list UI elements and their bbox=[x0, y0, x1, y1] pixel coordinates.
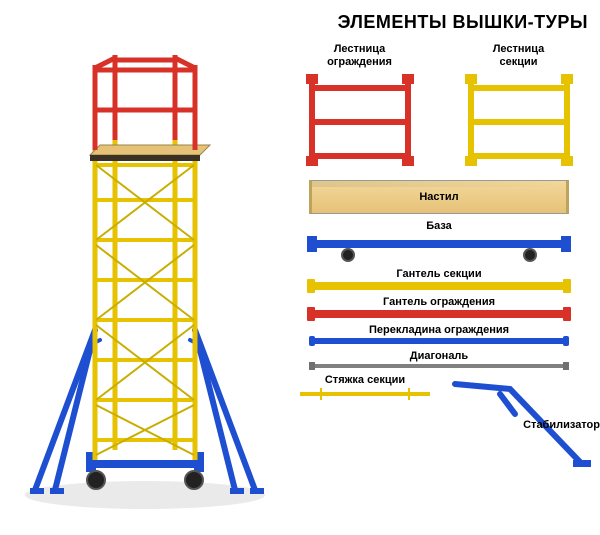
main-title: ЭЛЕМЕНТЫ ВЫШКИ-ТУРЫ bbox=[290, 12, 588, 33]
section-tie-icon bbox=[300, 388, 430, 400]
section-dumbbell-label: Гантель секции bbox=[290, 268, 588, 280]
section-ladder-icon bbox=[459, 72, 579, 167]
guard-crossbar-label: Перекладина ограждения bbox=[290, 324, 588, 336]
component-guard-dumbbell: Гантель ограждения bbox=[290, 296, 588, 318]
diagonal-label: Диагональ bbox=[290, 350, 588, 362]
base-icon bbox=[309, 234, 569, 262]
component-section-dumbbell: Гантель секции bbox=[290, 268, 588, 290]
deck-icon: Настил bbox=[309, 180, 569, 214]
stabilizer-label: Стабилизатор bbox=[523, 419, 600, 431]
guard-ladder-icon bbox=[300, 72, 420, 167]
tower-illustration bbox=[0, 0, 290, 530]
component-diagonal: Диагональ bbox=[290, 350, 588, 368]
guard-dumbbell-label: Гантель ограждения bbox=[290, 296, 588, 308]
deck-label: Настил bbox=[419, 191, 458, 203]
component-stabilizer: Стабилизатор bbox=[440, 374, 600, 474]
component-deck: Настил bbox=[290, 180, 588, 214]
component-base: База bbox=[290, 220, 588, 262]
section-dumbbell-icon bbox=[309, 282, 569, 290]
component-guard-ladder: Лестница ограждения bbox=[290, 43, 429, 172]
base-label: База bbox=[290, 220, 588, 232]
guard-dumbbell-icon bbox=[309, 310, 569, 318]
components-panel: ЭЛЕМЕНТЫ ВЫШКИ-ТУРЫ Лестница ограждения bbox=[290, 0, 600, 530]
guard-ladder-label: Лестница ограждения bbox=[290, 43, 429, 68]
component-guard-crossbar: Перекладина ограждения bbox=[290, 324, 588, 344]
component-section-ladder: Лестница секции bbox=[449, 43, 588, 172]
section-tie-label: Стяжка секции bbox=[290, 374, 440, 386]
section-ladder-label: Лестница секции bbox=[449, 43, 588, 68]
guard-crossbar-icon bbox=[309, 338, 569, 344]
component-section-tie: Стяжка секции bbox=[290, 374, 440, 400]
diagonal-icon bbox=[309, 364, 569, 368]
